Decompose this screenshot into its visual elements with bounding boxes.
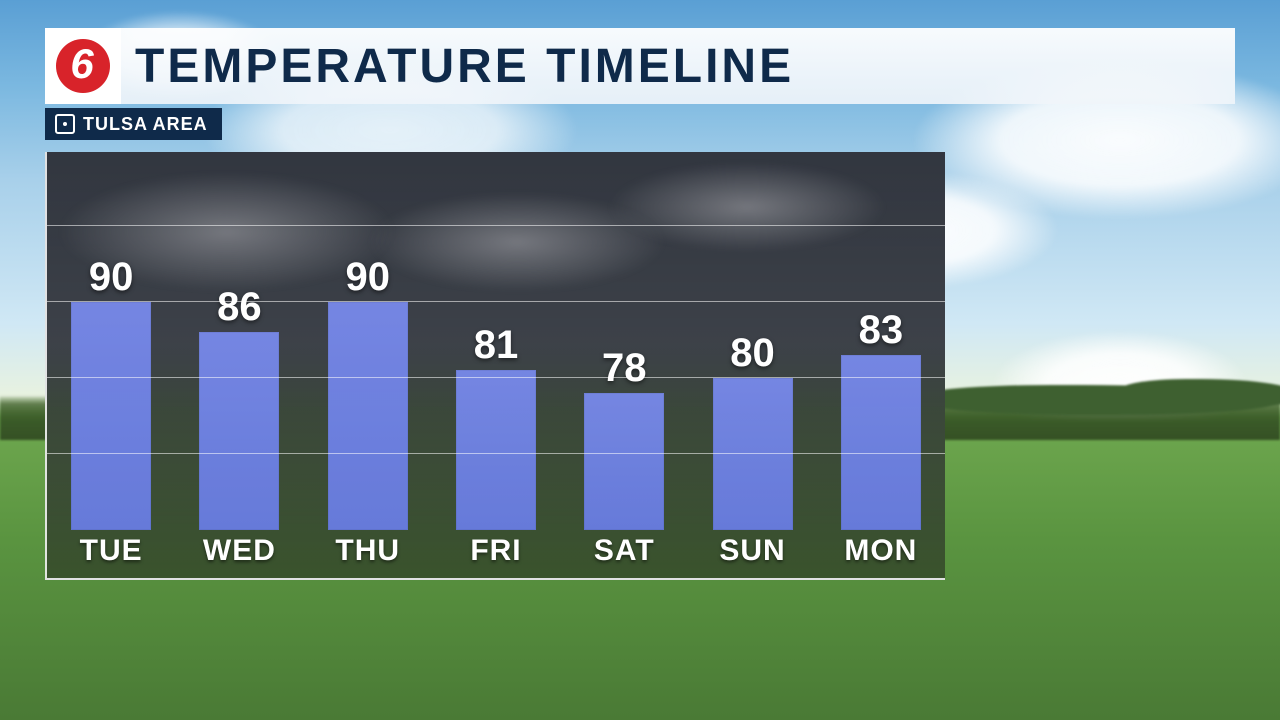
- title-bar: 6 TEMPERATURE TIMELINE: [45, 28, 1235, 104]
- crosshair-icon: [55, 114, 75, 134]
- temperature-bar: [841, 355, 921, 530]
- temperature-bar: [71, 302, 151, 530]
- days-row: TUEWEDTHUFRISATSUNMON: [47, 534, 945, 574]
- logo-digit: 6: [55, 37, 109, 91]
- bar-slot: 81: [432, 323, 560, 530]
- location-label: TULSA AREA: [83, 114, 208, 135]
- gridline: [47, 377, 945, 378]
- bar-slot: 80: [688, 331, 816, 530]
- station-logo: 6: [45, 28, 121, 104]
- temperature-bar: [584, 393, 664, 530]
- bar-value: 90: [89, 255, 134, 300]
- logo-circle: 6: [56, 39, 110, 93]
- weather-scene: 6 TEMPERATURE TIMELINE TULSA AREA 908690…: [0, 0, 1280, 720]
- bar-slot: 86: [175, 285, 303, 530]
- bar-value: 83: [859, 308, 904, 353]
- day-label: MON: [817, 534, 945, 574]
- day-label: TUE: [47, 534, 175, 574]
- temperature-bar: [456, 370, 536, 530]
- bars-row: 90 86 90 81 78 80 83: [47, 152, 945, 530]
- bar-value: 86: [217, 285, 262, 330]
- bar-value: 81: [474, 323, 519, 368]
- bar-value: 90: [345, 255, 390, 300]
- day-label: SAT: [560, 534, 688, 574]
- bar-value: 80: [730, 331, 775, 376]
- location-chip: TULSA AREA: [45, 108, 222, 140]
- day-label: SUN: [688, 534, 816, 574]
- bar-slot: 78: [560, 346, 688, 530]
- bar-slot: 83: [817, 308, 945, 530]
- gridline: [47, 301, 945, 302]
- bar-slot: 90: [304, 255, 432, 530]
- temperature-bar: [328, 302, 408, 530]
- bar-value: 78: [602, 346, 647, 391]
- day-label: WED: [175, 534, 303, 574]
- temperature-bar: [199, 332, 279, 530]
- gridline: [47, 453, 945, 454]
- day-label: THU: [304, 534, 432, 574]
- page-title: TEMPERATURE TIMELINE: [135, 39, 794, 94]
- gridline: [47, 225, 945, 226]
- bar-slot: 90: [47, 255, 175, 530]
- temperature-bar: [713, 378, 793, 530]
- temperature-chart: 90 86 90 81 78 80 83 TUEWEDTHUFRISATSUNMON: [45, 152, 945, 580]
- day-label: FRI: [432, 534, 560, 574]
